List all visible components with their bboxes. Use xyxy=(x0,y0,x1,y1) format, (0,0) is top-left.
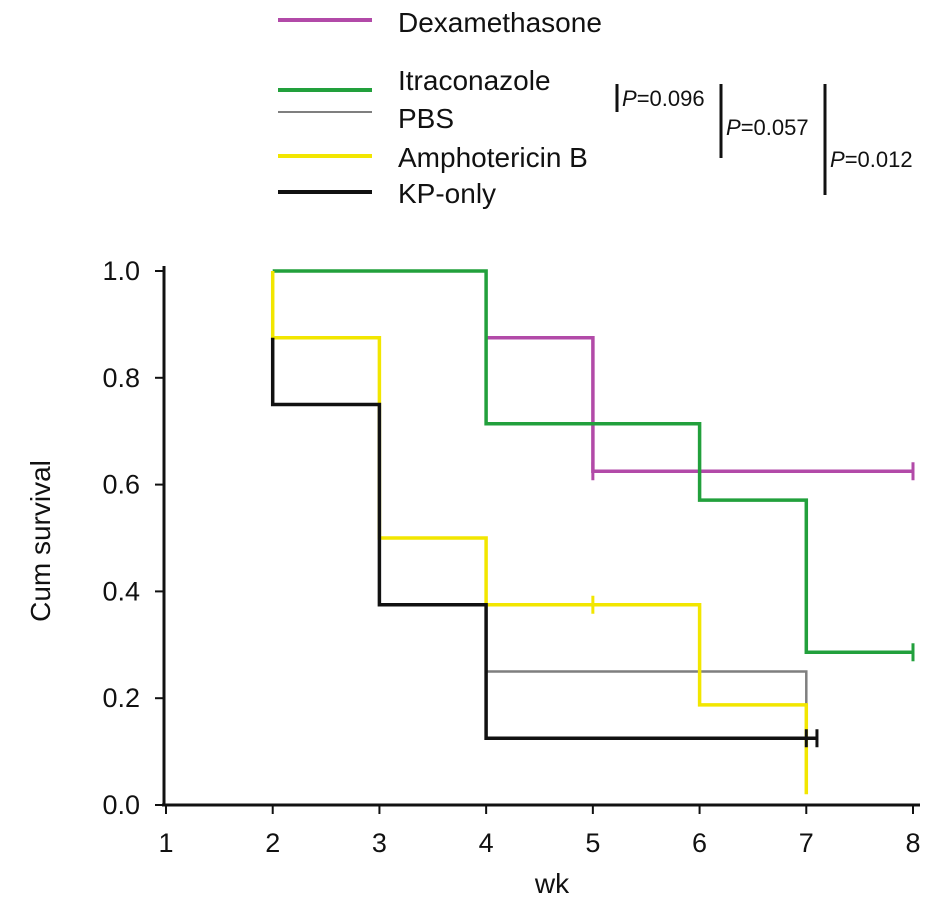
legend-label-kp-only: KP-only xyxy=(398,178,496,209)
survival-curves xyxy=(270,269,915,795)
p-value-label-3: P=0.012 xyxy=(830,147,913,172)
series-line-amphotericin-b xyxy=(270,271,809,795)
series-dexamethasone xyxy=(486,336,915,481)
legend: Dexamethasone Itraconazole PBS Amphoteri… xyxy=(278,7,602,209)
x-tick-label: 1 xyxy=(158,828,173,858)
x-tick-label: 4 xyxy=(479,828,494,858)
p-value-label-2: P=0.057 xyxy=(726,115,809,140)
y-tick-label: 0.8 xyxy=(102,363,140,393)
y-tick-label: 0.4 xyxy=(102,576,140,606)
series-kp-only xyxy=(270,337,819,748)
series-line-pbs xyxy=(271,271,808,739)
series-itraconazole xyxy=(272,269,915,662)
legend-label-dexamethasone: Dexamethasone xyxy=(398,7,602,38)
x-axis-title: wk xyxy=(534,868,570,899)
x-tick-label: 8 xyxy=(905,828,920,858)
axes xyxy=(162,266,920,807)
y-tick-label: 1.0 xyxy=(102,256,140,286)
series-pbs xyxy=(271,271,808,739)
y-tick-label: 0.2 xyxy=(102,683,140,713)
y-ticks: 0.0 0.2 0.4 0.6 0.8 1.0 xyxy=(102,256,165,820)
series-amphotericin-b xyxy=(270,271,809,795)
series-line-dexamethasone xyxy=(486,336,913,474)
p-value-label-1: P=0.096 xyxy=(622,86,705,111)
legend-label-pbs: PBS xyxy=(398,103,454,134)
y-tick-label: 0.6 xyxy=(102,470,140,500)
x-ticks: 1 2 3 4 5 6 7 8 xyxy=(158,805,921,858)
legend-label-itraconazole: Itraconazole xyxy=(398,65,551,96)
x-tick-label: 2 xyxy=(265,828,280,858)
series-line-itraconazole xyxy=(272,269,913,655)
x-tick-label: 6 xyxy=(692,828,707,858)
x-tick-label: 7 xyxy=(799,828,814,858)
y-tick-label: 0.0 xyxy=(102,790,140,820)
x-tick-label: 5 xyxy=(585,828,600,858)
x-tick-label: 3 xyxy=(372,828,387,858)
legend-label-amphotericin-b: Amphotericin B xyxy=(398,142,588,173)
p-value-annotations: P=0.096 P=0.057 P=0.012 xyxy=(615,84,913,195)
y-axis-title: Cum survival xyxy=(25,460,56,622)
series-line-kp-only xyxy=(270,337,817,741)
